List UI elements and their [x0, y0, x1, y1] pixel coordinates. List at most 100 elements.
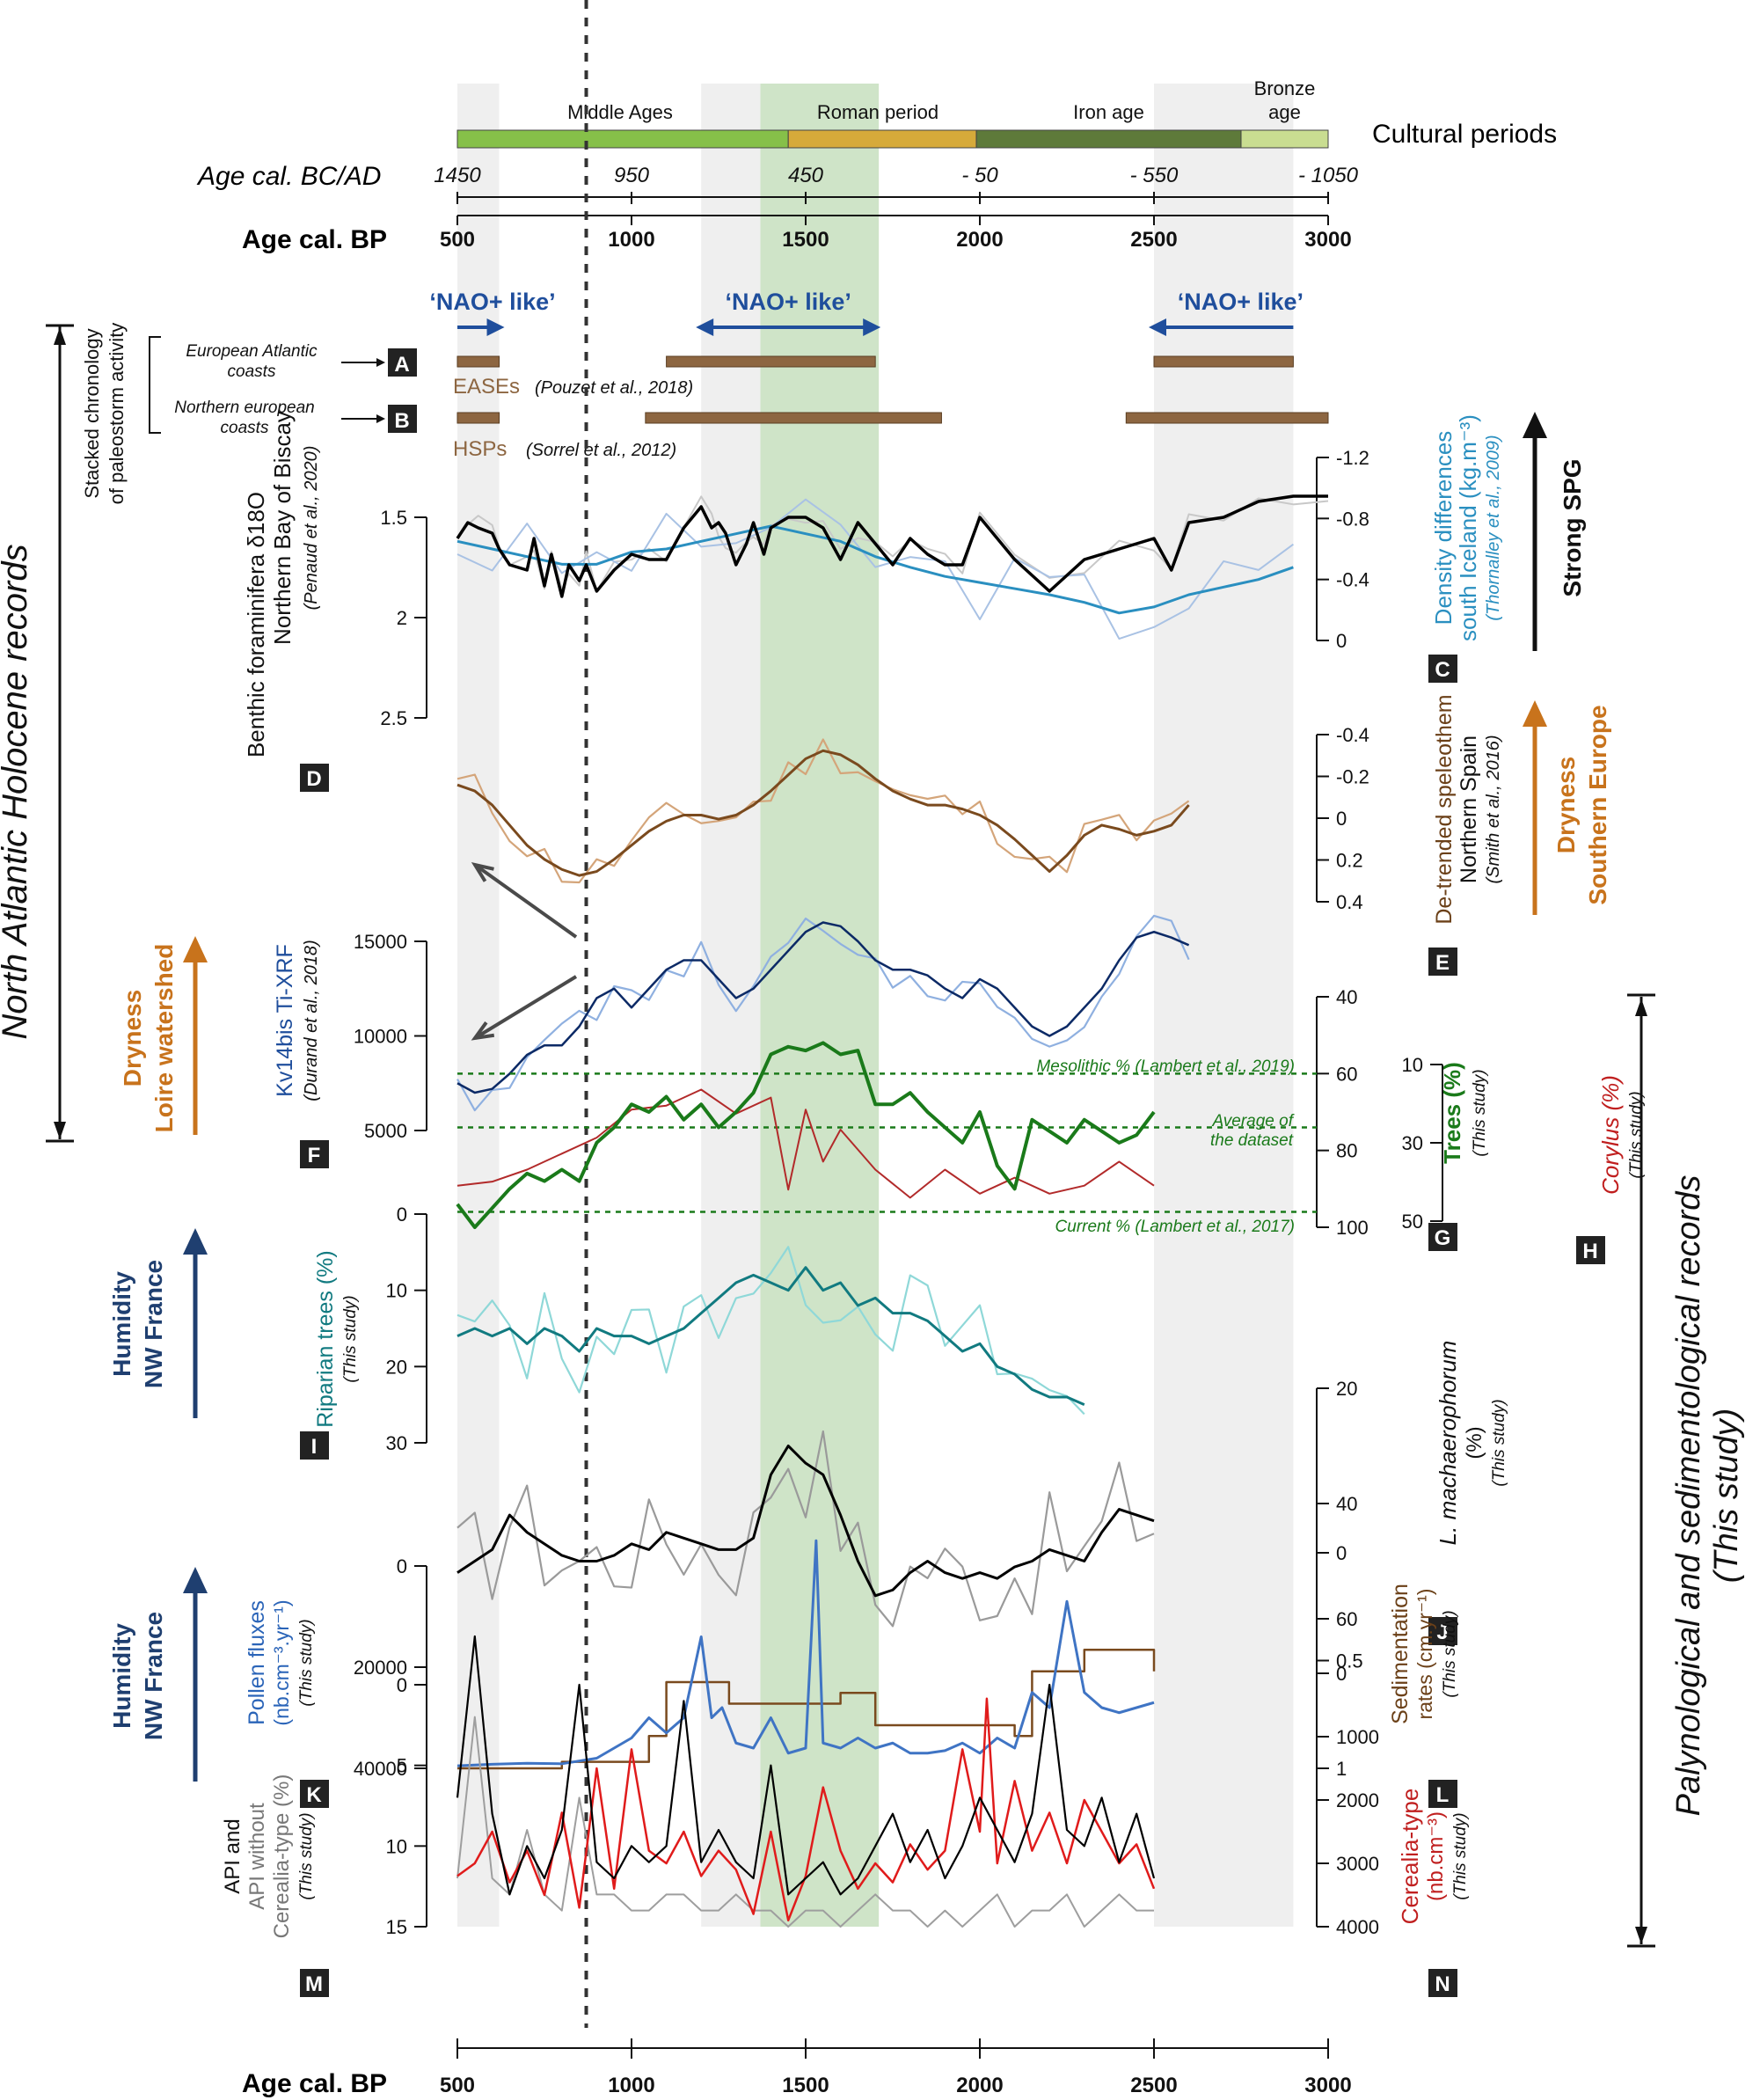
right-range-head [1635, 1927, 1647, 1944]
bp-tick-label: 1500 [782, 228, 829, 252]
bp-tick-label: 2500 [1130, 228, 1177, 252]
panel-badge-E [1428, 948, 1457, 976]
bp-tick-label: 1000 [608, 228, 654, 252]
stacked-label: of paleostorm activity [106, 323, 128, 505]
panel-badge-A [388, 348, 417, 377]
i-tick-label: 0 [397, 1204, 407, 1226]
series-j-line [456, 1445, 1155, 1598]
m-tick-label: 5 [397, 1755, 407, 1777]
j-label: (%) [1463, 1426, 1486, 1459]
correlation-arrow-0 [473, 863, 578, 939]
panel-badge-C [1428, 655, 1457, 683]
e-ref: (Smith et al., 2016) [1484, 735, 1503, 884]
nao-label: ‘NAO+ like’ [1178, 289, 1304, 315]
g-ref: (This study) [1471, 1069, 1489, 1156]
bc-ad-tick-label: - 1050 [1298, 164, 1359, 187]
bottom-tick-label: 2000 [956, 2074, 1003, 2097]
period-segment [787, 129, 977, 149]
eases-label: EASEs [453, 375, 520, 399]
bottom-tick-label: 500 [440, 2074, 475, 2097]
j-tick-label: 20 [1336, 1378, 1357, 1400]
bc-ad-tick-label: - 550 [1130, 164, 1179, 187]
mesolithic-label: Mesolithic % (Lambert et al., 2019) [1036, 1057, 1295, 1076]
panel-letter: M [305, 1972, 323, 1996]
series-j-raw [456, 1430, 1155, 1628]
j-ref: (This study) [1490, 1399, 1508, 1486]
series-i-line [456, 1266, 1085, 1407]
series-n-line [456, 1697, 1156, 1922]
bc-ad-tick-label: - 50 [961, 164, 998, 187]
bottom-tick-label: 3000 [1304, 2074, 1351, 2097]
e-label: De-trended speleothem [1432, 694, 1457, 924]
humidity-label: NW France [140, 1260, 167, 1388]
k-label: (nb.cm⁻³.yr⁻¹) [270, 1599, 293, 1725]
period-segment [975, 129, 1242, 149]
bottom-axis: Age cal. BP 500 1000 1500 2000 2500 3000 [242, 2038, 1352, 2098]
c-tick-label: -1.2 [1336, 447, 1369, 469]
h-label: Corylus (%) [1597, 1075, 1624, 1195]
f-tick-label: 5000 [364, 1120, 407, 1142]
average-label: Average of [1211, 1112, 1294, 1130]
m-ref: (This study) [297, 1812, 316, 1899]
n-label: (nb.cm⁻³) [1424, 1811, 1448, 1901]
coast-arrow-head [376, 414, 385, 423]
panel-badge-L [1428, 1780, 1457, 1808]
g-tick-label: 40 [1336, 986, 1357, 1008]
c-tick-label: -0.8 [1336, 508, 1369, 530]
record-panels: 1.522.50-0.4-0.8-1.20.40.20-0.2-0.450001… [354, 0, 1443, 2028]
age-bp-label-bottom: Age cal. BP [242, 2069, 387, 2098]
dryness-loire-label: Dryness [119, 990, 146, 1087]
m-label: API and [221, 1818, 245, 1893]
e-tick-label: -0.2 [1336, 766, 1369, 788]
humidity-arrow-1-head [183, 1228, 208, 1255]
stacked-bracket [149, 336, 161, 434]
c-ref: (Thornalley et al., 2009) [1484, 435, 1503, 620]
series-m2-line [456, 1716, 1154, 1928]
nao-label: ‘NAO+ like’ [429, 289, 555, 315]
humidity-label: Humidity [108, 1271, 135, 1377]
c-tick-label: -0.4 [1336, 569, 1369, 591]
m-tick-label: 10 [386, 1835, 407, 1857]
bc-ad-tick-label: 1450 [434, 164, 481, 187]
c-tick-label: 0 [1336, 630, 1347, 652]
coast-a-label: coasts [228, 362, 276, 381]
series-m-line [456, 1635, 1156, 1896]
hsps-ref: (Sorrel et al., 2012) [526, 441, 676, 460]
period-label: Bronze [1254, 77, 1316, 99]
panel-badge-M [300, 1969, 329, 1997]
g-tick-label: 80 [1336, 1140, 1357, 1162]
series-e-line [456, 749, 1190, 877]
l-label: Sedimentation [1388, 1584, 1413, 1724]
g-label: Trees (%) [1439, 1062, 1465, 1164]
panel-badge-I [300, 1431, 329, 1460]
d-tick-label: 1.5 [380, 507, 407, 529]
m-tick-label: 15 [386, 1916, 407, 1938]
j-tick-label: 60 [1336, 1608, 1357, 1630]
panel-letter: A [394, 353, 409, 377]
k-label: Pollen fluxes [245, 1600, 269, 1725]
panel-letter: G [1435, 1226, 1451, 1250]
i-tick-label: 10 [386, 1280, 407, 1302]
j-tick-label: 40 [1336, 1493, 1357, 1515]
nao-arrow-head [863, 318, 881, 336]
d-tick-label: 2.5 [380, 707, 407, 729]
n-ref: (This study) [1451, 1812, 1470, 1899]
panel-letter: D [306, 767, 321, 791]
n-tick-label: 2000 [1336, 1789, 1379, 1811]
panel-badge-D [300, 764, 329, 792]
d-label: Northern Bay of Biscay [269, 411, 296, 645]
humidity-label: Humidity [108, 1623, 135, 1729]
series-d-line [456, 494, 1328, 598]
right-big-label: (This study) [1708, 1409, 1745, 1583]
panel-letter: K [306, 1783, 322, 1807]
panel-badge-B [388, 405, 417, 433]
e-tick-label: -0.4 [1336, 724, 1369, 746]
bottom-tick-label: 1500 [782, 2074, 829, 2097]
paleostorm-section: ‘NAO+ like’ ‘NAO+ like’ ‘NAO+ like’ EASEs (P… [81, 289, 1329, 505]
j-label: L. machaerophorum [1435, 1341, 1461, 1546]
n-tick-label: 3000 [1336, 1853, 1379, 1875]
coast-arrow-head [376, 358, 385, 367]
i-tick-label: 20 [386, 1356, 407, 1378]
